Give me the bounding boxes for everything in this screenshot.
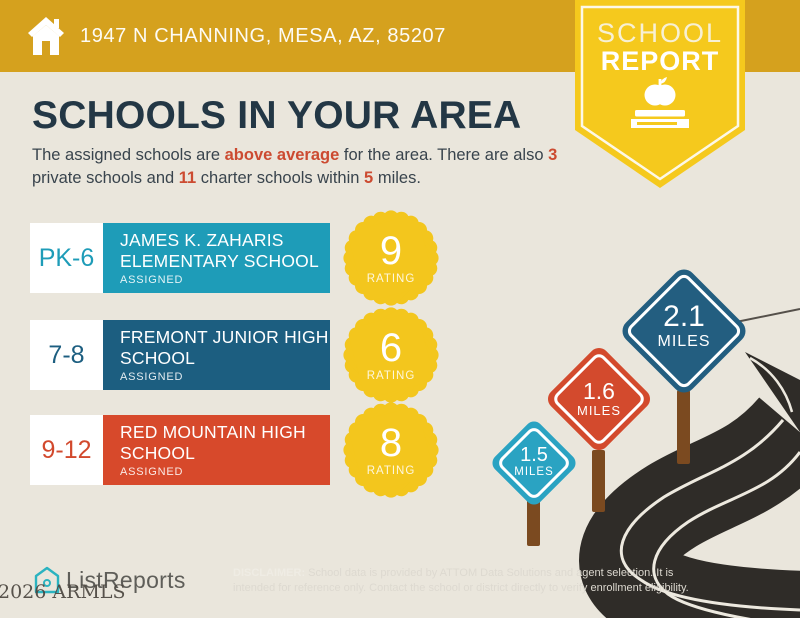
apple-book-icon [631, 77, 689, 128]
grade-range: PK-6 [30, 223, 103, 293]
intro-miles-count: 5 [364, 168, 374, 187]
distance-value: 1.5 [520, 444, 548, 466]
rating-label: RATING [366, 465, 416, 477]
intro-seg: The assigned schools are [32, 146, 225, 164]
intro-seg: miles. [373, 168, 421, 187]
assigned-tag: ASSIGNED [120, 465, 184, 478]
grade-range: 9-12 [30, 415, 103, 485]
property-address: 1947 N CHANNING, MESA, AZ, 85207 [80, 24, 447, 47]
assigned-tag: ASSIGNED [120, 273, 184, 286]
badge-title-report: REPORT [600, 46, 720, 76]
intro-paragraph: The assigned schools are above average f… [32, 144, 566, 190]
road-illustration [579, 308, 800, 618]
rating-starburst: 6 RATING [340, 304, 442, 406]
page-title: SCHOOLS IN YOUR AREA [32, 94, 522, 137]
distance-unit: MILES [514, 466, 554, 478]
rating-label: RATING [366, 370, 416, 382]
rating-value: 6 [379, 326, 403, 370]
badge-inner-border [580, 5, 740, 181]
road-edge-line [652, 451, 800, 618]
intro-seg: charter schools within [196, 168, 365, 187]
horizon-line [735, 308, 800, 323]
school-row-high-school: 9-12 RED MOUNTAIN HIGH SCHOOL ASSIGNED [30, 415, 330, 485]
school-row-elementary: PK-6 JAMES K. ZAHARIS ELEMENTARY SCHOOL … [30, 223, 330, 293]
grade-range: 7-8 [30, 320, 103, 390]
badge-title-school: SCHOOL [596, 18, 724, 48]
school-bar: RED MOUNTAIN HIGH SCHOOL ASSIGNED [103, 415, 330, 485]
rating-value: 8 [379, 421, 403, 465]
distance-unit: MILES [576, 403, 621, 419]
brand-name: ListReports [66, 566, 186, 593]
intro-seg: for the area. There are also [339, 146, 549, 164]
sign-post [527, 500, 540, 546]
listreports-logo: ListReports [34, 566, 186, 594]
road-body [579, 396, 800, 618]
listreports-house-icon [34, 566, 60, 594]
rating-label: RATING [366, 273, 416, 285]
intro-highlight-above-average: above average [224, 146, 340, 164]
road-taper [745, 352, 800, 432]
distance-value: 2.1 [663, 300, 705, 333]
disclaimer-label: DISCLAIMER: [233, 567, 306, 579]
intro-private-count: 3 [548, 146, 558, 164]
school-bar: JAMES K. ZAHARIS ELEMENTARY SCHOOL ASSIG… [103, 223, 330, 293]
school-name: JAMES K. ZAHARIS ELEMENTARY SCHOOL [120, 230, 319, 271]
road-edge-line-top [749, 356, 794, 413]
armls-watermark: 2026 ARMLS [0, 581, 126, 603]
intro-seg: private schools and [32, 168, 179, 187]
school-name: RED MOUNTAIN HIGH SCHOOL [120, 422, 306, 463]
distance-label: 1.6 MILES [539, 379, 659, 418]
distance-value: 1.6 [583, 378, 615, 404]
house-icon [28, 17, 64, 55]
school-name: FREMONT JUNIOR HIGH SCHOOL [120, 327, 329, 368]
rating-value: 9 [379, 229, 403, 273]
rating-starburst: 9 RATING [340, 207, 442, 309]
distance-unit: MILES [657, 332, 711, 350]
intro-charter-count: 11 [178, 168, 197, 187]
school-report-badge: SCHOOL REPORT [575, 0, 745, 192]
school-bar: FREMONT JUNIOR HIGH SCHOOL ASSIGNED [103, 320, 330, 390]
sign-post [592, 450, 605, 512]
disclaimer-text: DISCLAIMER: School data is provided by A… [233, 567, 689, 594]
road-center-line [619, 419, 800, 612]
school-row-junior-high: 7-8 FREMONT JUNIOR HIGH SCHOOL ASSIGNED [30, 320, 330, 390]
distance-label: 1.5 MILES [474, 444, 594, 479]
rating-starburst: 8 RATING [340, 399, 442, 501]
sign-post [677, 390, 690, 464]
distance-label: 2.1 MILES [624, 301, 744, 351]
assigned-tag: ASSIGNED [120, 370, 184, 383]
